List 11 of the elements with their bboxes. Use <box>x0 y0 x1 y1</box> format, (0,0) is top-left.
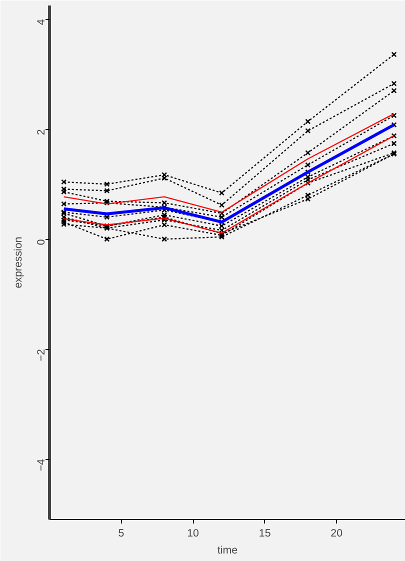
y-tick-label: 0 <box>36 239 48 246</box>
y-tick-label: −2 <box>36 349 48 362</box>
x-tick-label: 10 <box>187 528 200 540</box>
y-tick-label: −4 <box>36 458 48 472</box>
x-tick-label: 15 <box>258 528 271 540</box>
x-axis-title: time <box>217 544 238 556</box>
x-tick-label: 5 <box>118 528 124 540</box>
y-tick-label: 2 <box>36 129 48 136</box>
x-tick-label: 20 <box>330 528 343 540</box>
y-tick-label: 4 <box>36 19 48 26</box>
y-axis-title: expression <box>12 236 24 288</box>
